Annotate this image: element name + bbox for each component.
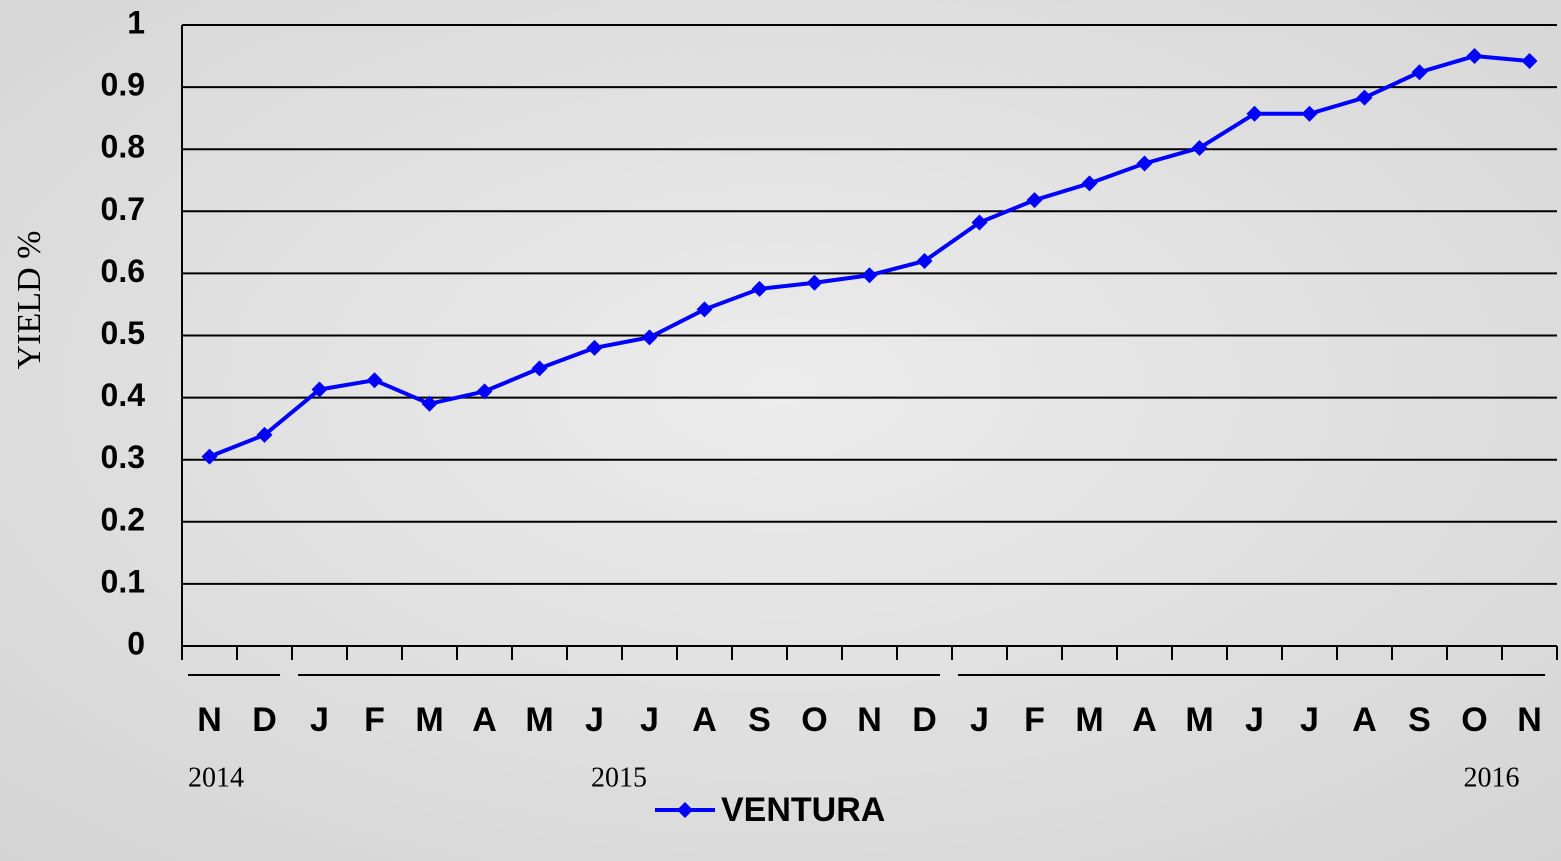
point-marker bbox=[311, 381, 328, 398]
x-tick-label: A bbox=[1132, 701, 1157, 739]
y-tick-label: 0.7 bbox=[101, 191, 145, 227]
point-marker bbox=[256, 426, 273, 443]
point-marker bbox=[1301, 105, 1318, 122]
point-marker bbox=[806, 274, 823, 291]
x-tick-label: J bbox=[1300, 701, 1319, 739]
point-marker bbox=[696, 301, 713, 318]
legend-marker bbox=[677, 802, 693, 818]
y-tick-label: 0.5 bbox=[101, 315, 145, 351]
x-tick-label: M bbox=[525, 701, 553, 739]
legend-label: VENTURA bbox=[721, 791, 885, 829]
x-tick-label: A bbox=[692, 701, 717, 739]
point-marker bbox=[861, 267, 878, 284]
point-marker bbox=[1356, 89, 1373, 106]
point-marker bbox=[1246, 105, 1263, 122]
x-tick-label: J bbox=[970, 701, 989, 739]
x-tick-label: A bbox=[472, 701, 497, 739]
x-tick-label: D bbox=[252, 701, 277, 739]
point-marker bbox=[641, 329, 658, 346]
x-tick-label: J bbox=[310, 701, 329, 739]
point-marker bbox=[1081, 175, 1098, 192]
x-tick-label: O bbox=[801, 701, 827, 739]
x-tick-label: O bbox=[1461, 701, 1487, 739]
y-tick-label: 0.1 bbox=[101, 563, 145, 599]
year-label: 2015 bbox=[591, 762, 647, 793]
y-axis-label: YIELD % bbox=[11, 231, 48, 370]
point-marker bbox=[1026, 192, 1043, 209]
x-tick-label: F bbox=[1024, 701, 1045, 739]
year-label: 2014 bbox=[188, 762, 244, 793]
point-marker bbox=[1136, 155, 1153, 172]
x-tick-label: M bbox=[415, 701, 443, 739]
x-tick-label: J bbox=[1245, 701, 1264, 739]
point-marker bbox=[366, 372, 383, 389]
point-marker bbox=[1521, 53, 1538, 70]
point-marker bbox=[971, 214, 988, 231]
point-marker bbox=[916, 252, 933, 269]
y-tick-label: 0.6 bbox=[101, 253, 145, 289]
x-tick-label: M bbox=[1185, 701, 1213, 739]
point-marker bbox=[476, 383, 493, 400]
x-tick-label: S bbox=[1408, 701, 1431, 739]
point-marker bbox=[751, 280, 768, 297]
point-marker bbox=[1466, 48, 1483, 65]
x-tick-label: J bbox=[640, 701, 659, 739]
point-marker bbox=[201, 448, 218, 465]
x-tick-label: N bbox=[197, 701, 222, 739]
y-tick-label: 0.9 bbox=[101, 67, 145, 103]
point-marker bbox=[421, 395, 438, 412]
x-tick-label: N bbox=[1517, 701, 1542, 739]
x-tick-label: M bbox=[1075, 701, 1103, 739]
x-tick-label: A bbox=[1352, 701, 1377, 739]
y-tick-label: 1 bbox=[127, 4, 145, 40]
year-label: 2016 bbox=[1464, 762, 1520, 793]
point-marker bbox=[1191, 139, 1208, 156]
x-tick-label: J bbox=[585, 701, 604, 739]
y-tick-label: 0.2 bbox=[101, 501, 145, 537]
x-tick-label: F bbox=[364, 701, 385, 739]
x-tick-label: S bbox=[748, 701, 771, 739]
y-tick-label: 0.3 bbox=[101, 439, 145, 475]
x-tick-label: D bbox=[912, 701, 937, 739]
x-tick-label: N bbox=[857, 701, 882, 739]
y-tick-label: 0.4 bbox=[101, 377, 146, 413]
point-marker bbox=[1411, 64, 1428, 81]
point-marker bbox=[586, 339, 603, 356]
y-tick-label: 0 bbox=[127, 625, 145, 661]
y-tick-label: 0.8 bbox=[101, 129, 145, 165]
point-marker bbox=[531, 360, 548, 377]
